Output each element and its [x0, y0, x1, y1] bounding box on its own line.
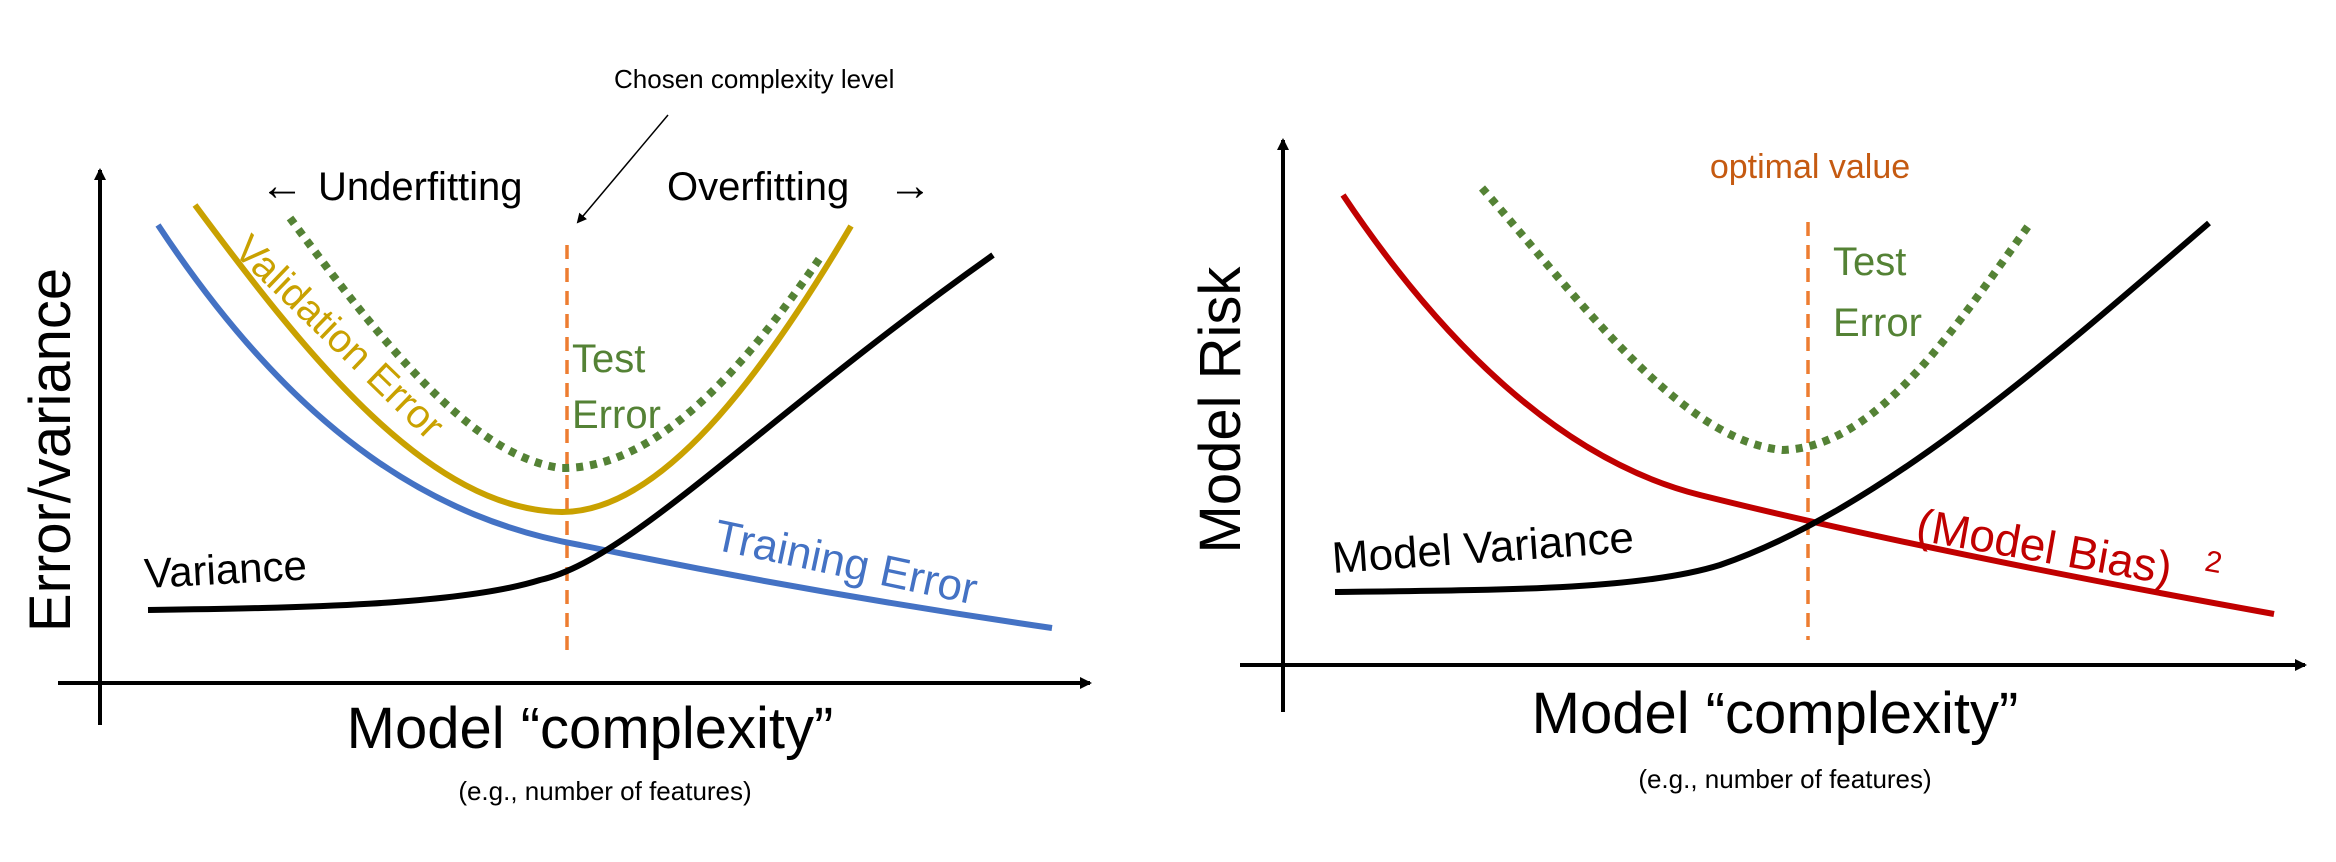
model-bias-exponent: 2: [2202, 545, 2224, 580]
validation-error-label: Validation Error: [226, 227, 453, 448]
test-error-label-line1: Test: [572, 337, 645, 381]
variance-label: Variance: [143, 542, 308, 597]
optimal-value-label: optimal value: [1710, 148, 1910, 186]
right-test-error-label-line1: Test: [1833, 240, 1906, 284]
left-panel: Chosen complexity level ← Underfitting O…: [18, 64, 1092, 806]
model-bias-label: (Model Bias) 2: [1913, 498, 2225, 594]
variance-curve: [147, 252, 995, 613]
test-error-label-line2: Error: [572, 393, 661, 437]
right-x-axis-title: Model “complexity”: [1532, 681, 2019, 746]
annotation-label: Chosen complexity level: [614, 64, 894, 94]
right-test-error-label-line2: Error: [1833, 301, 1922, 345]
overfitting-label: Overfitting: [667, 165, 849, 209]
left-x-axis-note: (e.g., number of features): [458, 776, 751, 806]
left-arrow-icon: ←: [260, 161, 304, 210]
test-error-curve: [286, 215, 826, 473]
underfitting-label: Underfitting: [318, 165, 523, 209]
model-bias-curve: [1340, 193, 2275, 617]
model-bias-label-text: (Model Bias): [1913, 498, 2176, 594]
model-variance-label: Model Variance: [1330, 513, 1635, 583]
left-y-axis-title: Error/variance: [18, 268, 83, 632]
right-x-axis-note: (e.g., number of features): [1638, 764, 1931, 794]
model-variance-curve: [1334, 220, 2211, 595]
right-test-error-curve: [1478, 185, 2033, 455]
right-panel: optimal value Test Error Model Variance …: [1188, 138, 2307, 794]
right-arrow-icon: →: [888, 161, 932, 210]
left-x-axis-title: Model “complexity”: [347, 696, 834, 761]
annotation-arrow: [576, 114, 669, 224]
training-error-curve: [155, 223, 1053, 631]
training-error-label: Training Error: [710, 511, 982, 615]
right-y-axis-title: Model Risk: [1188, 266, 1253, 554]
validation-error-curve: [192, 203, 854, 516]
